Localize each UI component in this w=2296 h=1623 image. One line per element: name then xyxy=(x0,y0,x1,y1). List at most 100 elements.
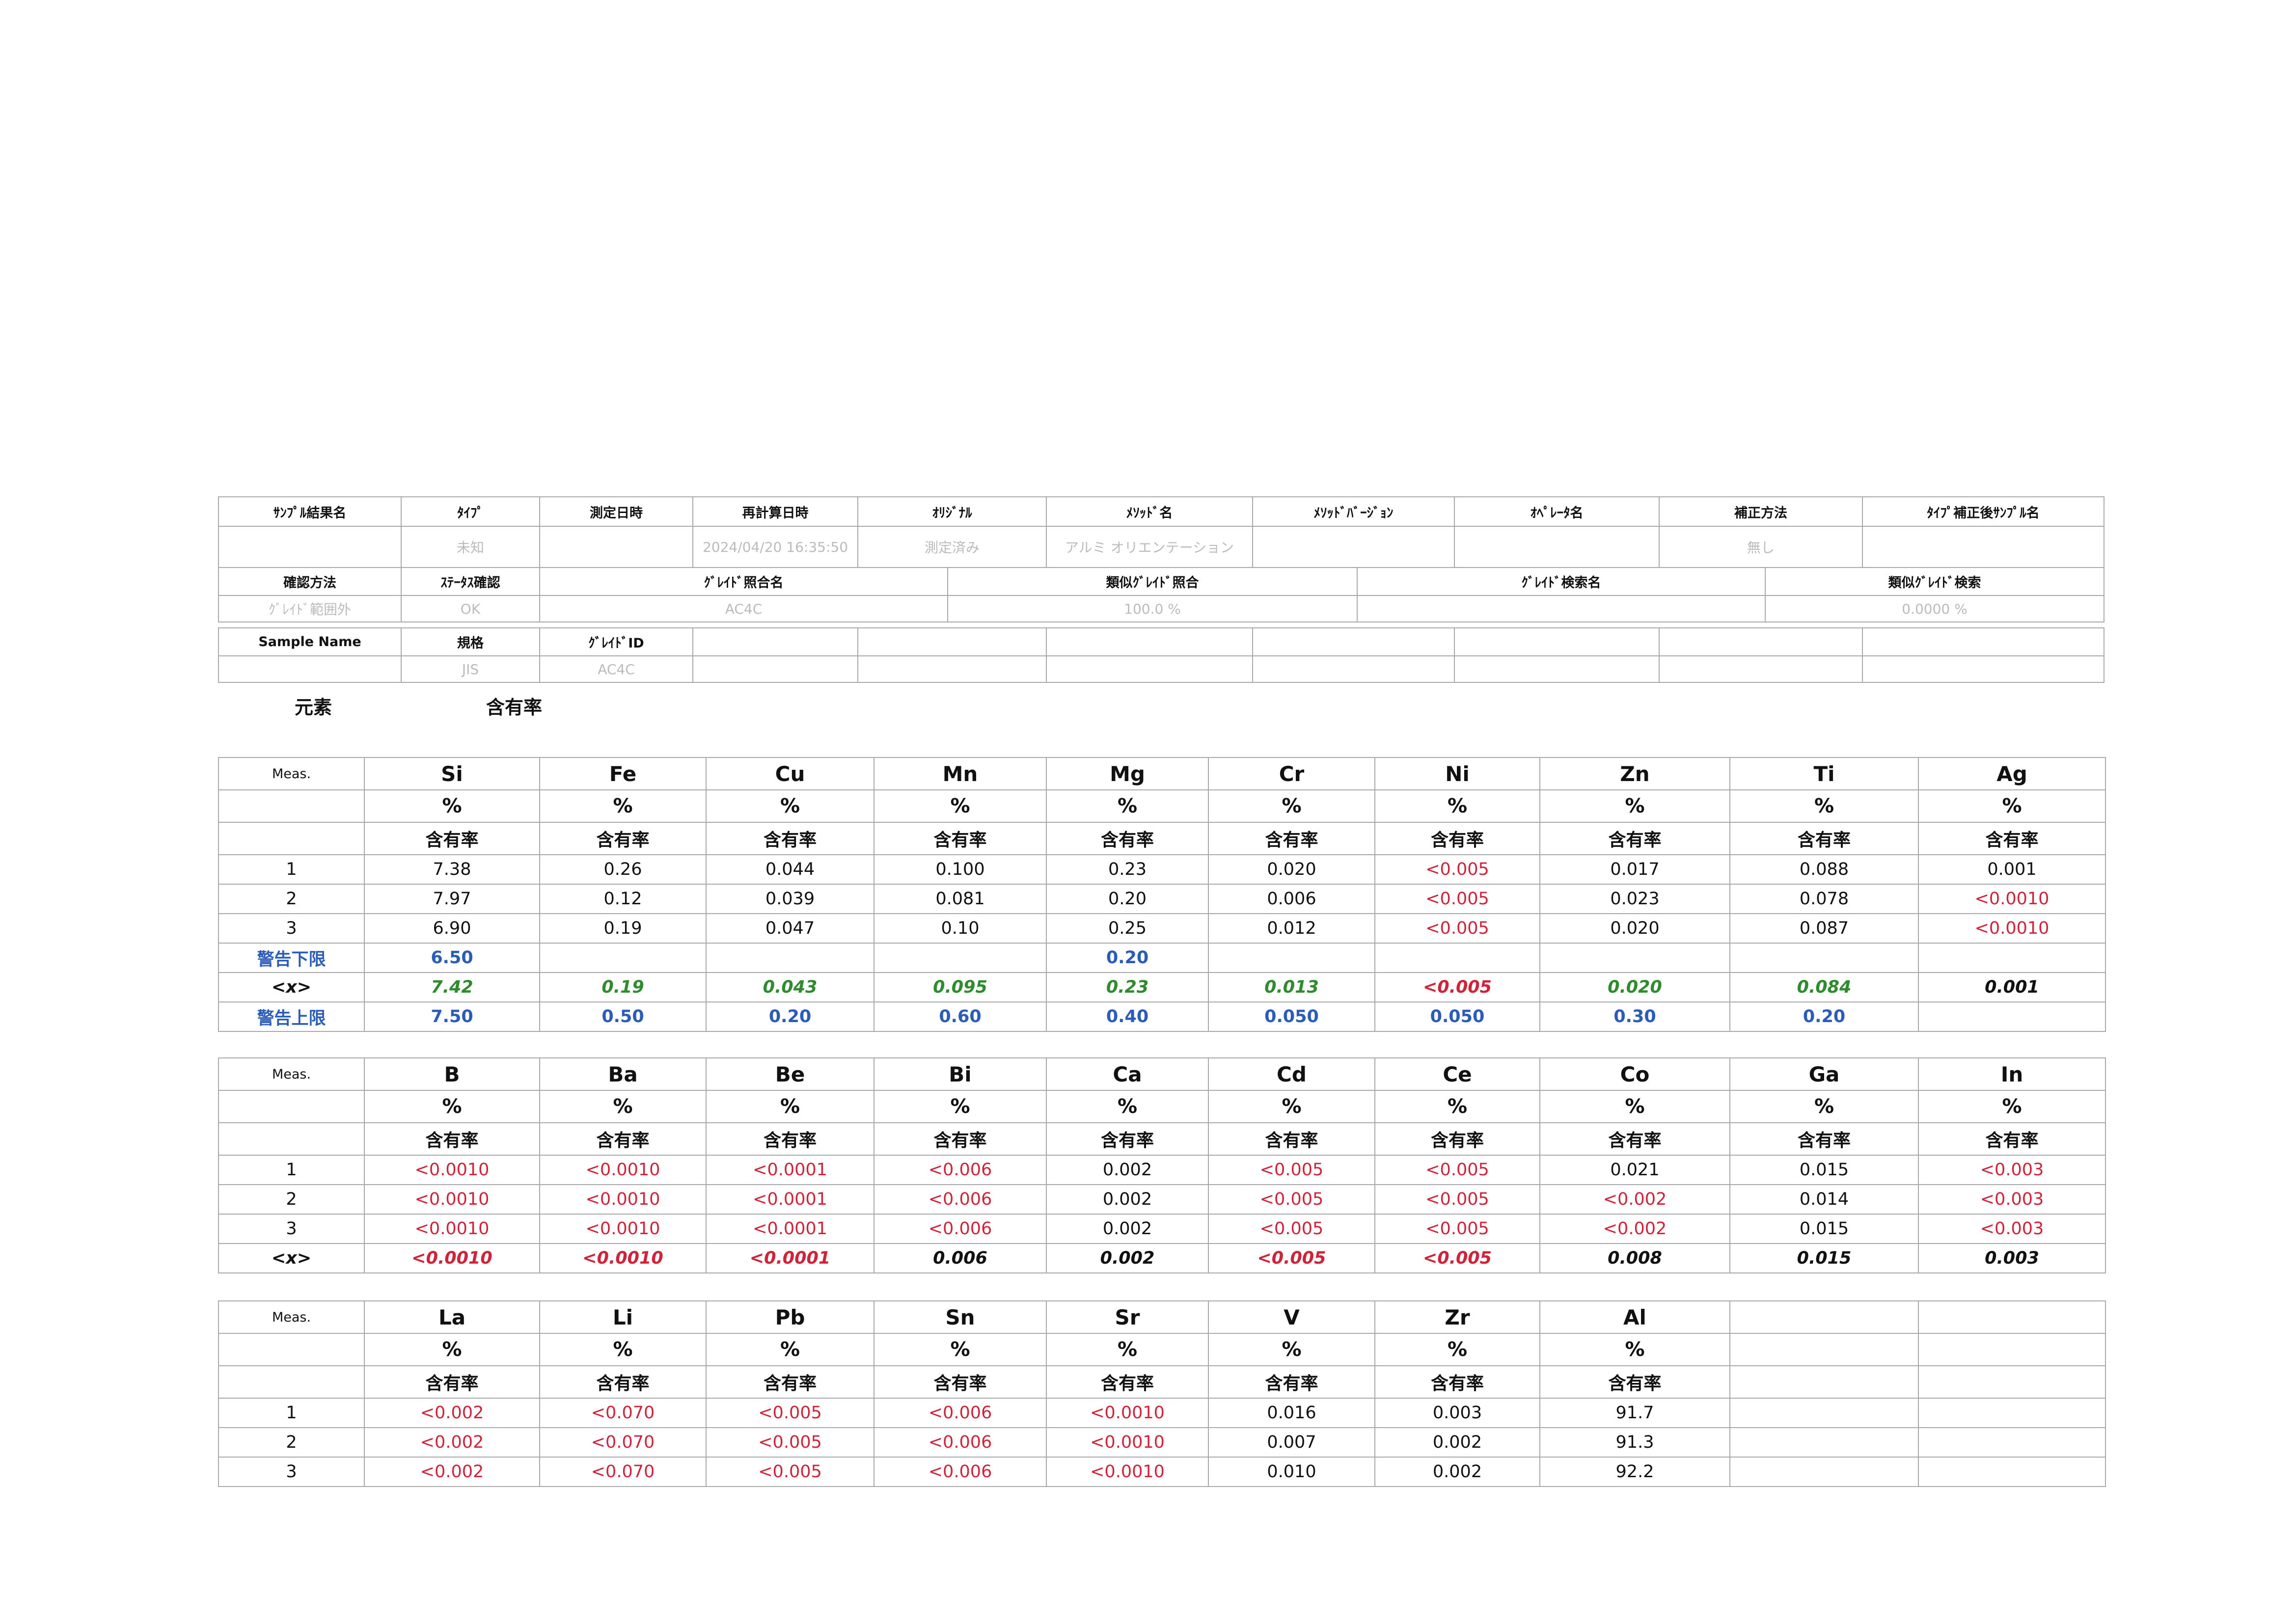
unit: % xyxy=(1539,789,1730,823)
measurement: <0.005 xyxy=(1374,913,1540,944)
header-value: ｸﾞﾚｲﾄﾞ範囲外 xyxy=(218,595,402,622)
measurement: 0.088 xyxy=(1729,854,1919,885)
measurement: <0.0010 xyxy=(539,1184,707,1215)
upper-limit: 0.30 xyxy=(1539,1001,1730,1032)
unit: % xyxy=(1539,1090,1730,1123)
element-name: Sr xyxy=(1046,1300,1209,1334)
element-name: Bi xyxy=(874,1057,1047,1091)
upper-limit: 0.050 xyxy=(1208,1001,1375,1032)
measurement: 0.001 xyxy=(1918,854,2106,885)
empty-cell xyxy=(1046,627,1253,656)
quantity-label: 含有率 xyxy=(1046,822,1209,855)
quantity-label: 含有率 xyxy=(1539,1365,1730,1399)
element-name: Ca xyxy=(1046,1057,1209,1091)
lower-limit: 0.20 xyxy=(1046,943,1209,973)
empty-cell xyxy=(1374,943,1540,973)
empty-cell xyxy=(218,1333,365,1366)
header-value: AC4C xyxy=(539,595,948,622)
empty-cell xyxy=(1729,1333,1919,1366)
empty-cell xyxy=(218,1365,365,1399)
measurement: 0.002 xyxy=(1046,1214,1209,1244)
element-name: Ti xyxy=(1729,757,1919,790)
header-value: 測定済み xyxy=(857,526,1047,568)
mean: 0.013 xyxy=(1208,972,1375,1002)
upper-limit: 0.60 xyxy=(874,1001,1047,1032)
element-name: La xyxy=(364,1300,540,1334)
measurement: 0.12 xyxy=(539,884,707,914)
measurement: 0.20 xyxy=(1046,884,1209,914)
element-name: Mg xyxy=(1046,757,1209,790)
element-name: Pb xyxy=(706,1300,875,1334)
quantity-label: 含有率 xyxy=(364,1365,540,1399)
empty-cell xyxy=(1729,1365,1919,1399)
measurement: <0.006 xyxy=(874,1184,1047,1215)
mean: 0.002 xyxy=(1046,1243,1209,1273)
empty-cell xyxy=(1659,627,1863,656)
measurement: <0.006 xyxy=(874,1398,1047,1428)
measurement: 0.002 xyxy=(1374,1457,1540,1487)
empty-cell xyxy=(1729,1300,1919,1334)
element-name: Be xyxy=(706,1057,875,1091)
empty-cell xyxy=(539,943,707,973)
measurement: <0.002 xyxy=(1539,1184,1730,1215)
row-label: Meas. xyxy=(218,1300,365,1334)
measurement: <0.006 xyxy=(874,1155,1047,1185)
header-label: 確認方法 xyxy=(218,567,402,596)
quantity-label: 含有率 xyxy=(539,1365,707,1399)
empty-cell xyxy=(1252,627,1455,656)
upper-limit: 0.050 xyxy=(1374,1001,1540,1032)
measurement: 0.081 xyxy=(874,884,1047,914)
mean: <0.0001 xyxy=(706,1243,875,1273)
unit: % xyxy=(364,789,540,823)
measurement: <0.005 xyxy=(1374,854,1540,885)
mean: 0.003 xyxy=(1918,1243,2106,1273)
measurement: 91.3 xyxy=(1539,1427,1730,1458)
row-label: 3 xyxy=(218,1214,365,1244)
measurement: <0.003 xyxy=(1918,1214,2106,1244)
measurement: <0.0010 xyxy=(1046,1398,1209,1428)
mean: <0.005 xyxy=(1374,1243,1540,1273)
empty-cell xyxy=(1252,655,1455,683)
measurement: <0.0010 xyxy=(364,1214,540,1244)
quantity-label: 含有率 xyxy=(1208,1122,1375,1156)
element-name: Ag xyxy=(1918,757,2106,790)
measurement: 0.010 xyxy=(1208,1457,1375,1487)
element-name: Mn xyxy=(874,757,1047,790)
unit: % xyxy=(539,789,707,823)
measurement: 91.7 xyxy=(1539,1398,1730,1428)
empty-cell xyxy=(1918,1001,2106,1032)
header-label: ｸﾞﾚｲﾄﾞ検索名 xyxy=(1357,567,1766,596)
header-value: 無し xyxy=(1659,526,1863,568)
element-name: Co xyxy=(1539,1057,1730,1091)
quantity-label: 含有率 xyxy=(1374,1122,1540,1156)
header-label: 類似ｸﾞﾚｲﾄﾞ検索 xyxy=(1765,567,2105,596)
unit: % xyxy=(1374,1090,1540,1123)
upper-limit: 0.40 xyxy=(1046,1001,1209,1032)
header-label: ｻﾝﾌﾟﾙ結果名 xyxy=(218,496,402,527)
measurement: <0.070 xyxy=(539,1427,707,1458)
header-label: ｸﾞﾚｲﾄﾞ照合名 xyxy=(539,567,948,596)
header-label: ﾒｿｯﾄﾞ名 xyxy=(1046,496,1253,527)
measurement: 0.19 xyxy=(539,913,707,944)
measurement: 0.100 xyxy=(874,854,1047,885)
row-label: 1 xyxy=(218,1155,365,1185)
row-label: 3 xyxy=(218,913,365,944)
measurement: 0.020 xyxy=(1539,913,1730,944)
quantity-label: 含有率 xyxy=(1539,1122,1730,1156)
measurement: <0.005 xyxy=(1208,1214,1375,1244)
measurement: <0.0010 xyxy=(539,1155,707,1185)
measurement: <0.005 xyxy=(706,1398,875,1428)
empty-cell xyxy=(1539,943,1730,973)
measurement: <0.070 xyxy=(539,1398,707,1428)
header-value xyxy=(218,526,402,568)
row-label: 警告下限 xyxy=(218,943,365,973)
quantity-label: 含有率 xyxy=(1539,822,1730,855)
quantity-label: 含有率 xyxy=(1208,1365,1375,1399)
unit: % xyxy=(1918,1090,2106,1123)
header-value xyxy=(1862,526,2105,568)
element-name: V xyxy=(1208,1300,1375,1334)
empty-cell xyxy=(218,1122,365,1156)
empty-cell xyxy=(1918,1300,2106,1334)
header-value xyxy=(539,526,693,568)
measurement: <0.070 xyxy=(539,1457,707,1487)
